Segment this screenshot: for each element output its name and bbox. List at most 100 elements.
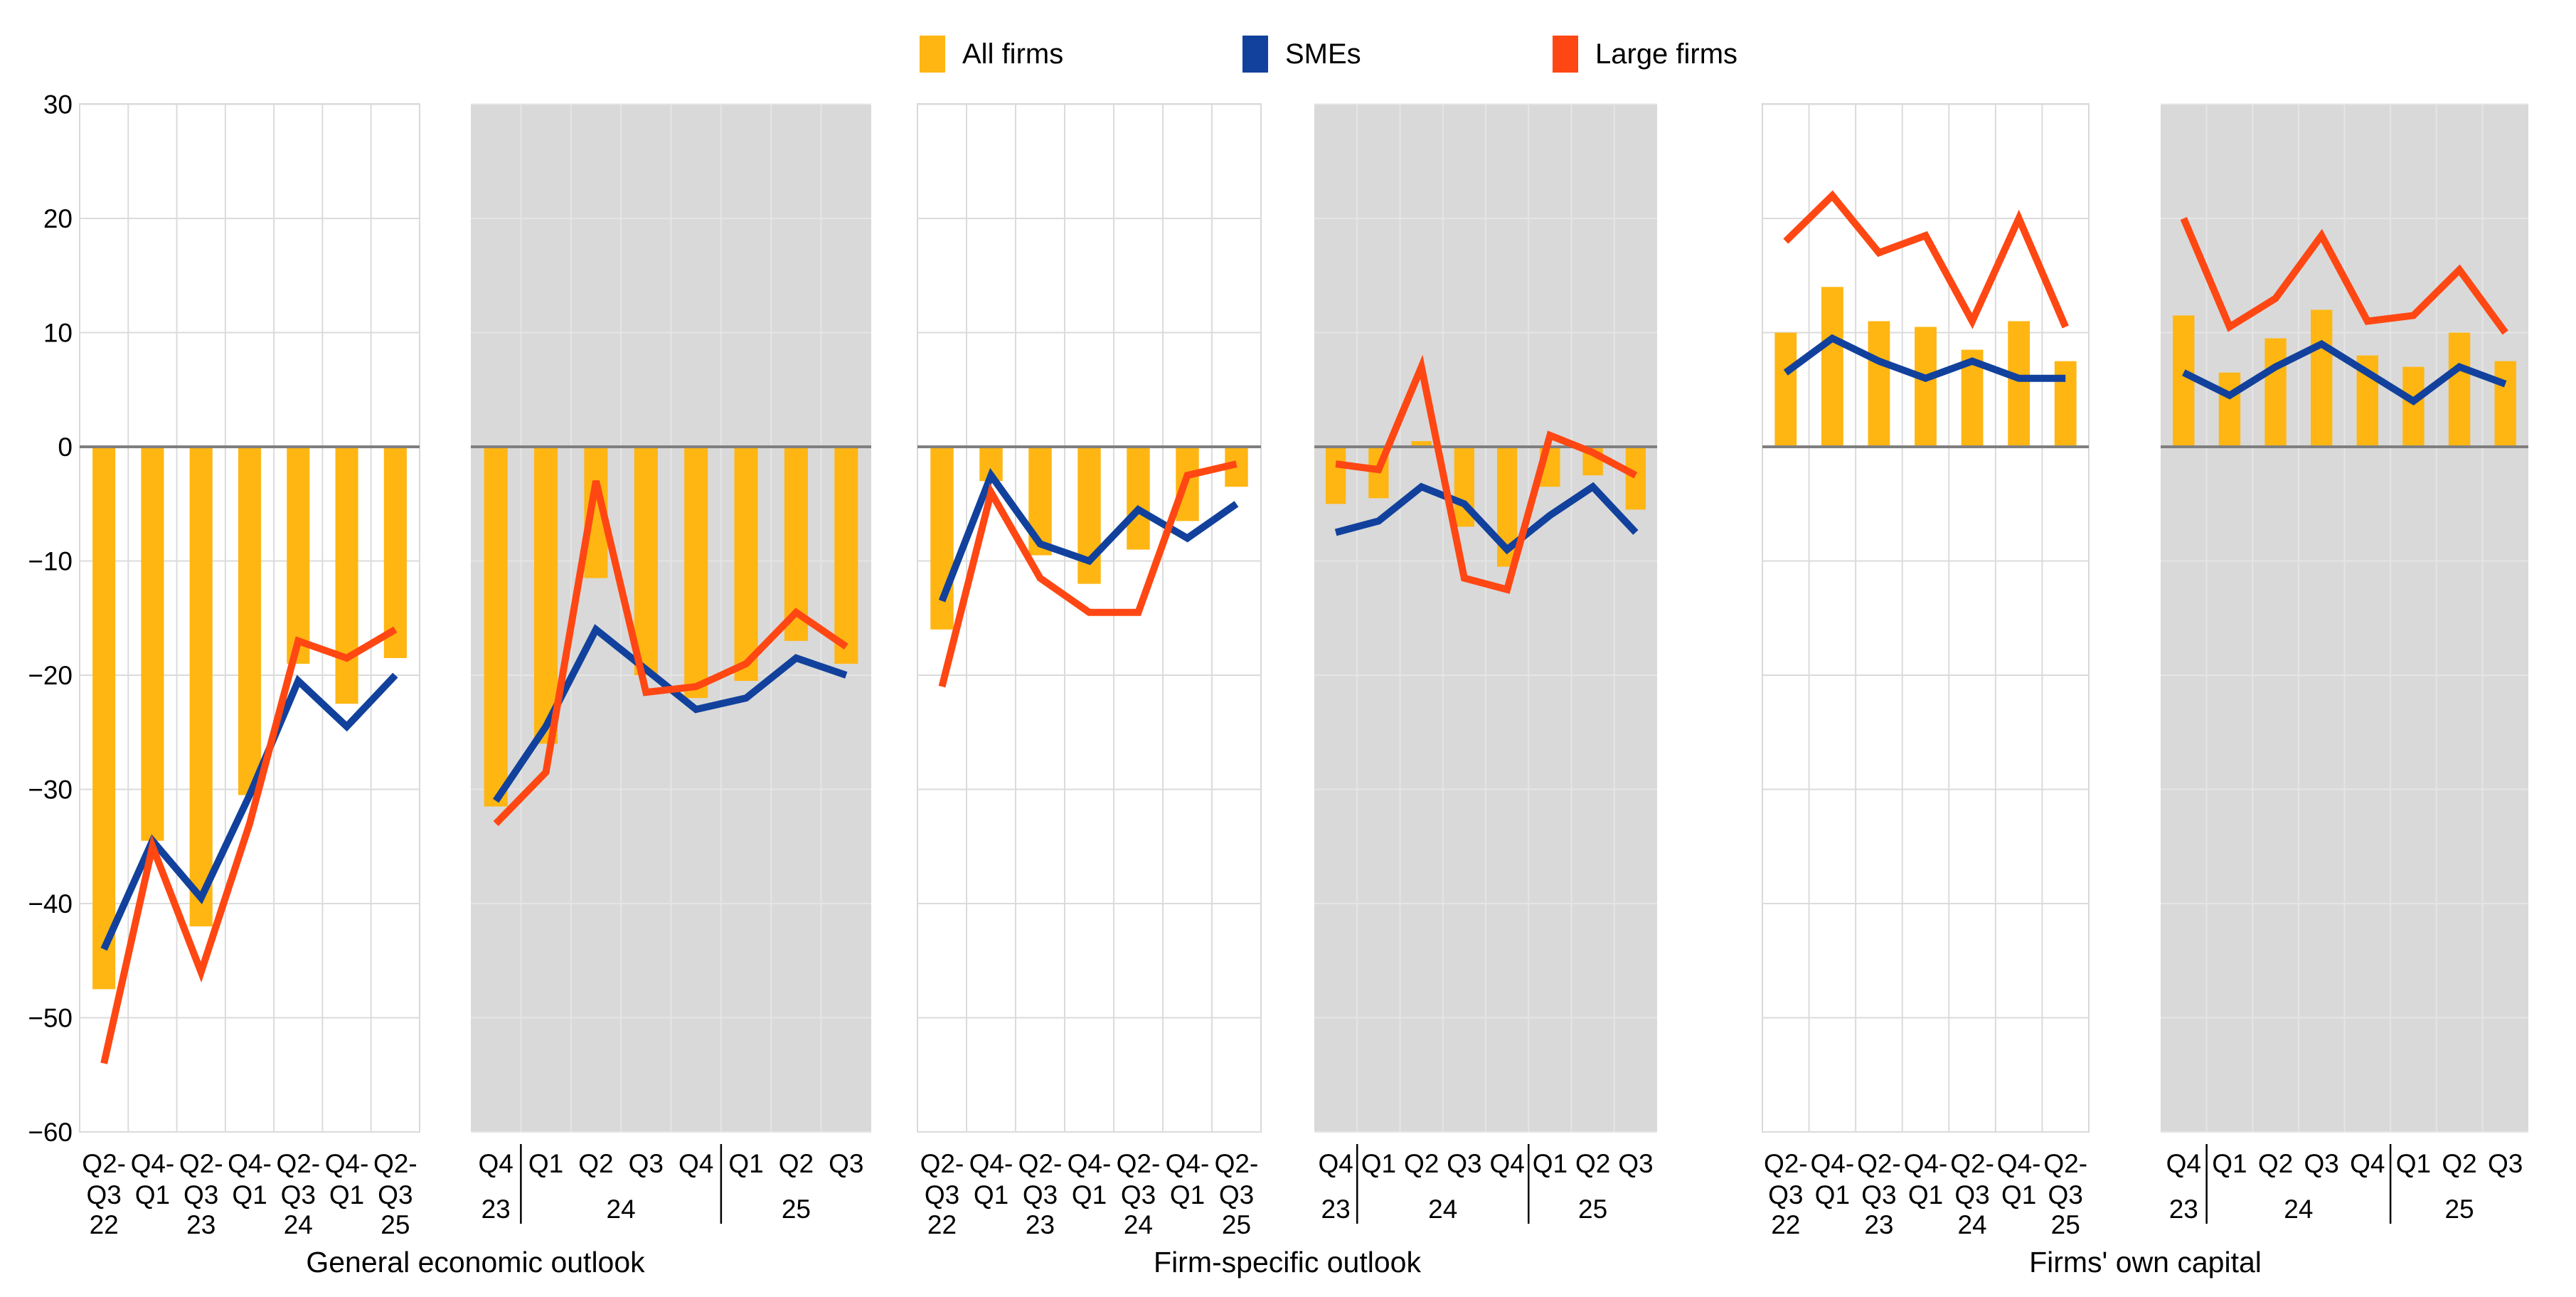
- all-firms-bar: [2311, 309, 2333, 447]
- large-firms-line: [100, 626, 398, 1064]
- x-tick-label: Q1: [1815, 1180, 1850, 1209]
- x-tick-label: Q3: [86, 1180, 121, 1209]
- x-tick-label: Q3: [281, 1180, 316, 1209]
- legend-label-all-firms: All firms: [962, 38, 1064, 70]
- all-firms-bar: [238, 447, 262, 795]
- x-tick-label: Q4-: [1997, 1149, 2041, 1178]
- y-tick-label: 0: [58, 433, 73, 462]
- all-firms-bar: [684, 447, 708, 699]
- x-tick-label: Q1: [2212, 1149, 2247, 1178]
- year-label: 25: [1578, 1195, 1607, 1224]
- all-firms-bar: [1915, 327, 1937, 447]
- year-label: 25: [2444, 1195, 2474, 1224]
- year-label: 24: [2284, 1195, 2313, 1224]
- x-tick-label: Q2-: [82, 1149, 126, 1178]
- y-tick-label: −60: [28, 1118, 73, 1147]
- x-tick-label: Q3: [2304, 1149, 2339, 1178]
- year-label: 23: [1864, 1210, 1893, 1239]
- all-firms-bar: [2218, 372, 2241, 447]
- all-firms-bar: [734, 447, 758, 682]
- all-firms-bar: [1625, 447, 1646, 510]
- x-tick-label: Q2-: [179, 1149, 223, 1178]
- large-firms-line: [493, 480, 848, 827]
- x-tick-label: Q2: [2442, 1149, 2476, 1178]
- x-tick-label: Q3: [2048, 1180, 2083, 1209]
- year-label: 24: [1428, 1195, 1457, 1224]
- all-firms-bar: [2054, 361, 2077, 447]
- x-tick-label: Q3: [1618, 1149, 1653, 1178]
- all-firms-bar: [189, 447, 213, 927]
- x-tick-label: Q2-: [1857, 1149, 1901, 1178]
- year-label: 24: [1957, 1210, 1986, 1239]
- large-firms-swatch-icon: [1553, 36, 1578, 73]
- year-label: 24: [607, 1195, 636, 1224]
- smes-line: [938, 467, 1239, 603]
- all-firms-swatch-icon: [920, 36, 945, 73]
- all-firms-bar: [1411, 440, 1432, 447]
- smes-line: [1783, 334, 2066, 383]
- legend-item-smes: SMEs: [1242, 34, 1361, 74]
- x-tick-label: Q2-: [1215, 1149, 1259, 1178]
- all-firms-bar: [2494, 361, 2516, 447]
- x-tick-label: Q3: [629, 1149, 664, 1178]
- y-tick-label: −20: [28, 661, 73, 690]
- x-tick-label: Q2-: [373, 1149, 417, 1178]
- year-label: 23: [1321, 1195, 1351, 1224]
- all-firms-bar: [930, 447, 954, 630]
- all-firms-bar: [534, 447, 558, 744]
- all-firms-bar: [2008, 321, 2031, 447]
- year-label: 23: [481, 1195, 511, 1224]
- smes-line: [1334, 482, 1639, 555]
- x-tick-label: Q1: [1361, 1149, 1396, 1178]
- x-tick-label: Q3: [378, 1180, 413, 1209]
- panel-background: [1762, 103, 2090, 1133]
- y-tick-label: 10: [43, 319, 73, 348]
- year-label: 24: [284, 1210, 313, 1239]
- x-tick-label: Q2-: [1950, 1149, 1994, 1178]
- x-tick-label: Q4: [479, 1149, 513, 1178]
- large-firms-line: [2180, 217, 2508, 335]
- x-tick-label: Q4-: [228, 1149, 272, 1178]
- year-label: 23: [186, 1210, 215, 1239]
- x-tick-label: Q2-: [1764, 1149, 1808, 1178]
- x-tick-label: Q4-: [1166, 1149, 1210, 1178]
- x-tick-label: Q2-: [920, 1149, 964, 1178]
- all-firms-bar: [335, 447, 358, 704]
- x-tick-label: Q4-: [1904, 1149, 1948, 1178]
- all-firms-bar: [2173, 315, 2195, 447]
- x-tick-label: Q4: [2166, 1149, 2201, 1178]
- x-tick-label: Q3: [1861, 1180, 1896, 1209]
- all-firms-bar: [1821, 287, 1843, 447]
- all-firms-bar: [141, 447, 164, 841]
- x-tick-label: Q1: [1072, 1180, 1107, 1209]
- x-tick-label: Q4: [2350, 1149, 2385, 1178]
- panel-title: Firms' own capital: [2029, 1246, 2262, 1279]
- all-firms-bar: [1774, 332, 1797, 447]
- y-tick-label: −40: [28, 889, 73, 919]
- x-tick-label: Q2-: [276, 1149, 320, 1178]
- x-tick-label: Q2: [779, 1149, 814, 1178]
- year-label: 25: [782, 1195, 811, 1224]
- all-firms-bar: [2264, 338, 2287, 447]
- all-firms-bar: [484, 447, 508, 807]
- large-firms-line: [1335, 354, 1638, 594]
- panel-background: [917, 103, 1262, 1133]
- x-tick-label: Q4: [1489, 1149, 1524, 1178]
- all-firms-bar: [287, 447, 310, 664]
- x-tick-label: Q2-: [2043, 1149, 2087, 1178]
- y-tick-label: 30: [43, 90, 73, 120]
- x-tick-label: Q2-: [1018, 1149, 1063, 1178]
- x-tick-label: Q1: [2396, 1149, 2431, 1178]
- y-tick-label: −50: [28, 1004, 73, 1033]
- year-label: 23: [1026, 1210, 1055, 1239]
- x-tick-label: Q2-: [1117, 1149, 1161, 1178]
- all-firms-bar: [92, 447, 116, 990]
- all-firms-bar: [2402, 366, 2425, 447]
